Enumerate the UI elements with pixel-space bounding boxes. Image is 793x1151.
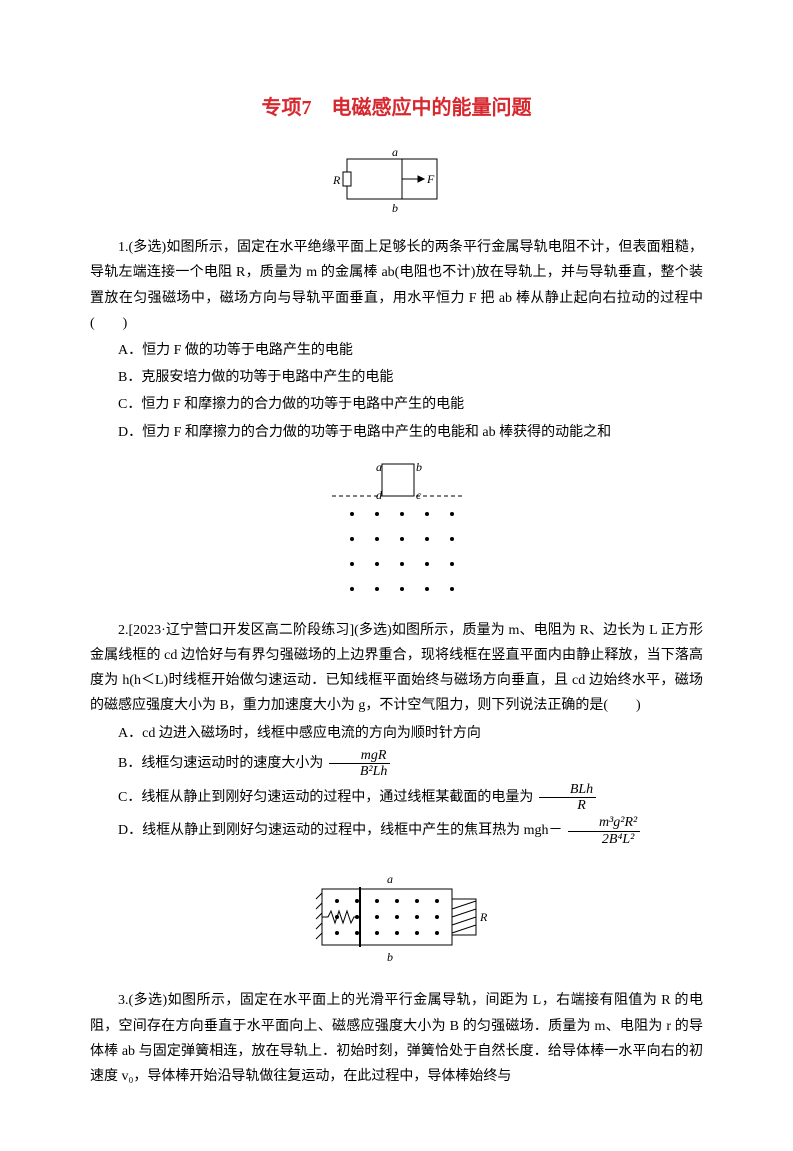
q1-label-a: a [392,145,398,159]
q2-C-frac: BLh R [539,782,596,814]
q2-option-A: A．cd 边进入磁场时，线框中感应电流的方向为顺时针方向 [90,721,703,746]
q3-label-R: R [479,910,488,924]
q2-C-pre: C．线框从静止到刚好匀速运动的过程中，通过线框某截面的电量为 [118,790,533,805]
q1-label-F: F [426,172,435,186]
q2-C-num: BLh [539,782,596,798]
q2-B-num: mgR [329,748,391,764]
q2-label-d: d [376,488,383,502]
q1-label-b: b [392,201,398,215]
page-title: 专项7 电磁感应中的能量问题 [90,90,703,126]
q3-label-b: b [387,950,393,964]
q2-stem: 2.[2023·辽宁营口开发区高二阶段练习](多选)如图所示，质量为 m、电阻为… [90,618,703,719]
q3-stem: 3.(多选)如图所示，固定在水平面上的光滑平行金属导轨，间距为 L，右端接有阻值… [90,988,703,1089]
q2-label-c: c [416,488,422,502]
q2-svg: a b c d [322,459,472,599]
q3-svg: a b R [302,869,492,969]
q2-B-pre: B．线框匀速运动时的速度大小为 [118,756,323,771]
q1-figure: a b R F [90,144,703,225]
q3-figure: a b R [90,869,703,978]
q1-stem: 1.(多选)如图所示，固定在水平绝缘平面上足够长的两条平行金属导轨电阻不计，但表… [90,235,703,336]
q2-B-den: B²Lh [329,764,391,779]
q1-label-R: R [332,173,341,187]
q2-C-den: R [539,798,596,813]
q1-option-D: D．恒力 F 和摩擦力的合力做的功等于电路中产生的电能和 ab 棒获得的动能之和 [90,420,703,445]
q2-D-frac: m³g²R² 2B⁴L² [568,815,640,847]
q2-option-C: C．线框从静止到刚好匀速运动的过程中，通过线框某截面的电量为 BLh R [90,782,703,814]
q1-option-B: B．克服安培力做的功等于电路中产生的电能 [90,365,703,390]
q2-D-pre: D．线框从静止到刚好匀速运动的过程中，线框中产生的焦耳热为 mgh－ [118,823,563,838]
title-text: 专项7 电磁感应中的能量问题 [262,97,532,119]
q2-D-den: 2B⁴L² [568,832,640,847]
q2-label-b: b [416,460,422,474]
q2-figure: a b c d [90,459,703,608]
q2-option-B: B．线框匀速运动时的速度大小为 mgR B²Lh [90,748,703,780]
q1-option-C: C．恒力 F 和摩擦力的合力做的功等于电路中产生的电能 [90,392,703,417]
q1-option-A: A．恒力 F 做的功等于电路产生的电能 [90,338,703,363]
q2-B-frac: mgR B²Lh [329,748,391,780]
q3-label-a: a [387,872,393,886]
q2-D-num: m³g²R² [568,815,640,831]
q1-svg: a b R F [332,144,462,216]
q2-label-a: a [376,460,382,474]
q2-option-D: D．线框从静止到刚好匀速运动的过程中，线框中产生的焦耳热为 mgh－ m³g²R… [90,815,703,847]
